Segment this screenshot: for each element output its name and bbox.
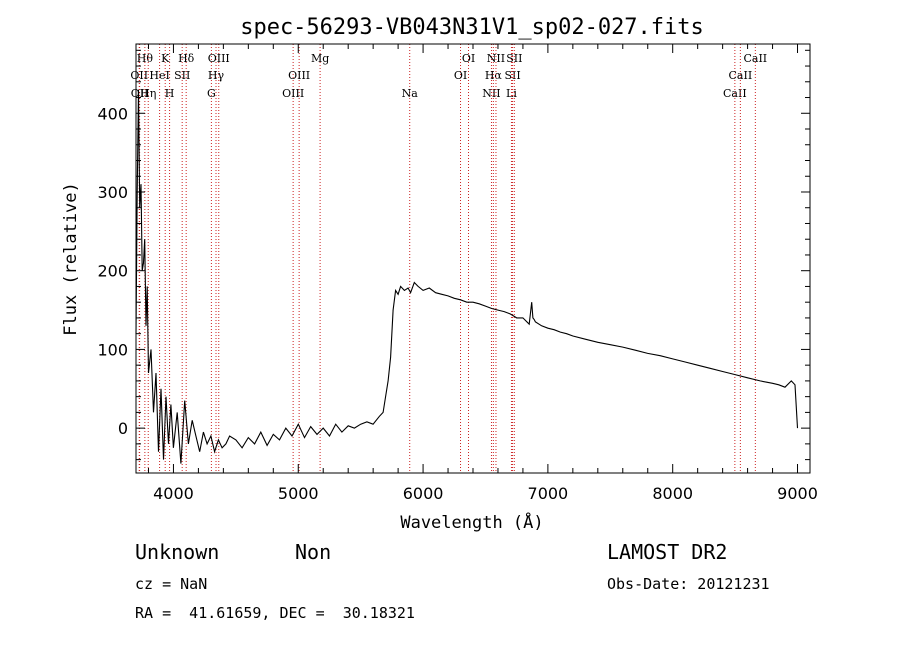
y-tick-label-100: 100 — [97, 340, 128, 359]
line-marker-label-15: Na — [402, 87, 419, 100]
line-marker-label-5: K — [161, 52, 170, 65]
line-marker-label-25: CaII — [729, 69, 753, 82]
line-marker-label-9: G — [207, 87, 216, 100]
line-marker-label-3: Hη — [140, 87, 156, 100]
line-marker-label-1: OII — [131, 87, 149, 100]
x-tick-label-7000: 7000 — [528, 484, 569, 503]
spectral-subclass: Non — [295, 540, 332, 564]
y-tick-label-200: 200 — [97, 262, 128, 281]
line-marker-label-7: SII — [174, 69, 190, 82]
spectral-class: Unknown — [135, 540, 220, 564]
x-tick-label-5000: 5000 — [278, 484, 319, 503]
line-marker-label-8: Hδ — [178, 52, 195, 65]
line-marker-label-11: OIII — [208, 52, 230, 65]
line-marker-label-12: OIII — [282, 87, 304, 100]
line-marker-label-26: CaII — [743, 52, 767, 65]
y-tick-label-0: 0 — [118, 419, 128, 438]
line-marker-label-22: SII — [504, 69, 520, 82]
axis-ticks: 4000 5000 6000 7000 8000 9000 0 100 200 300 400 — [97, 44, 818, 503]
line-marker-label-20: NII — [487, 52, 505, 65]
line-marker-label-23: SII — [506, 52, 522, 65]
chart-title: spec-56293-VB043N31V1_sp02-027.fits — [240, 15, 704, 40]
line-marker-label-18: NII — [482, 87, 500, 100]
line-marker-label-2: Hθ — [137, 52, 154, 65]
x-tick-label-4000: 4000 — [153, 484, 194, 503]
x-tick-label-6000: 6000 — [403, 484, 444, 503]
x-tick-label-8000: 8000 — [652, 484, 693, 503]
sky-coordinates: RA = 41.61659, DEC = 30.18321 — [135, 604, 415, 622]
line-marker-label-19: Hα — [485, 69, 503, 82]
spectral-line-markers: OIIOIIHθHηHeIKHSIIHδGHγOIIIOIIIOIIIMgNaO… — [130, 44, 767, 473]
spectrum-line — [135, 89, 799, 464]
y-tick-label-400: 400 — [97, 104, 128, 123]
y-tick-label-300: 300 — [97, 183, 128, 202]
line-marker-label-17: OI — [462, 52, 475, 65]
line-marker-label-0: OII — [130, 69, 148, 82]
observation-date: Obs-Date: 20121231 — [607, 575, 770, 593]
x-tick-label-9000: 9000 — [777, 484, 818, 503]
survey-name: LAMOST DR2 — [607, 540, 728, 564]
x-axis-label: Wavelength (Å) — [400, 511, 543, 533]
y-axis-label: Flux (relative) — [61, 182, 81, 336]
line-marker-label-10: Hγ — [208, 69, 225, 82]
line-marker-label-13: OIII — [288, 69, 310, 82]
plot-frame — [135, 43, 811, 474]
line-marker-label-6: H — [165, 87, 175, 100]
line-marker-label-21: Li — [506, 87, 517, 100]
redshift-cz: cz = NaN — [135, 575, 208, 593]
line-marker-label-16: OI — [454, 69, 467, 82]
line-marker-label-14: Mg — [311, 52, 329, 65]
line-marker-label-24: CaII — [723, 87, 747, 100]
line-marker-label-4: HeI — [149, 69, 169, 82]
